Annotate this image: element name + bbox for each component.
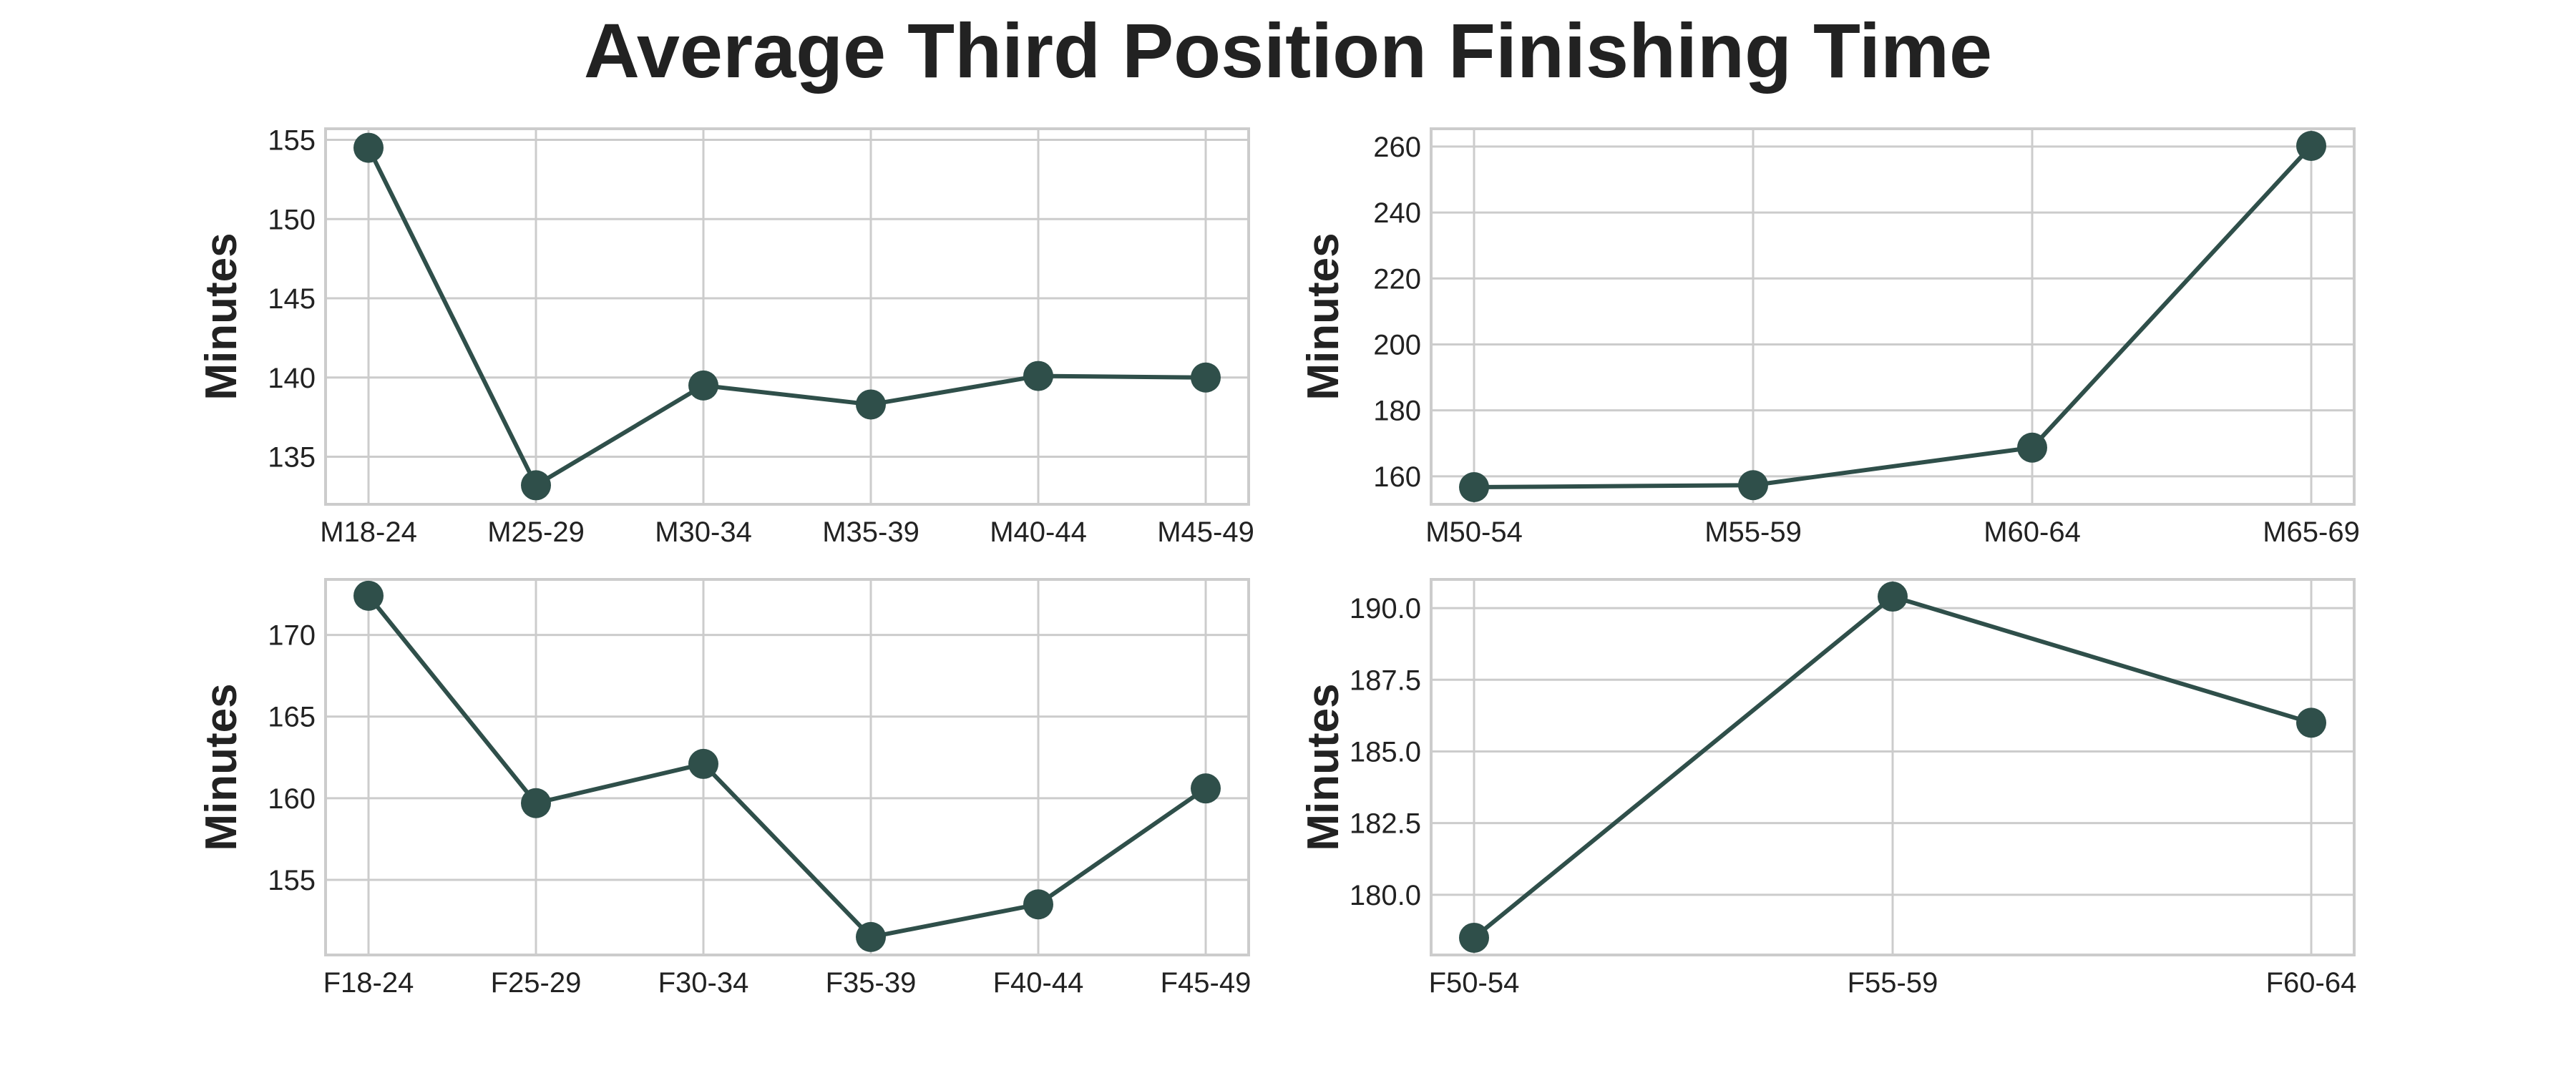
data-point [353,132,384,163]
x-tick-label: M55-59 [1704,516,1802,548]
y-tick-label: 240 [1373,197,1421,229]
data-point [1459,472,1489,503]
data-point [2296,130,2326,161]
y-tick-label: 190.0 [1350,593,1421,624]
x-tick-label: M45-49 [1157,516,1254,548]
x-tick-label: F60-64 [2266,967,2357,999]
y-axis-label: Minutes [197,232,246,400]
y-tick-label: 135 [268,442,316,474]
subplot-4: 180.0 182.5 185.0 187.5 190.0 F50-54 F55-59 F60… [1299,578,2357,999]
data-point [1738,470,1768,501]
x-tick-label: F35-39 [826,967,917,999]
y-tick-label: 187.5 [1350,665,1421,696]
subplot-3: 155 160 165 170 F18-24 F25-29 F30-34 F35-39 F40-… [197,578,1252,999]
x-tick-label: F45-49 [1161,967,1252,999]
y-tick-label: 180.0 [1350,880,1421,911]
x-tick-label: F25-29 [491,967,582,999]
series-line [366,147,1206,488]
plot-frame [1430,578,2356,956]
x-tick-label: M18-24 [320,516,417,548]
data-point [1878,582,1908,612]
x-tick-label: M25-29 [487,516,585,548]
y-tick-label: 145 [268,283,316,315]
series-line [366,594,1207,939]
y-axis-label: Minutes [197,683,246,851]
y-tick-label: 155 [268,125,316,157]
y-tick-label: 150 [268,204,316,235]
y-tick-label: 180 [1373,396,1421,427]
x-tick-label: F30-34 [658,967,749,999]
data-point [1459,922,1489,953]
x-tick-label: F18-24 [323,967,414,999]
data-point [856,389,886,420]
data-point [353,580,384,611]
y-tick-label: 165 [268,702,316,733]
plot-frame [324,578,1250,956]
y-tick-label: 155 [268,865,316,896]
x-tick-label: F55-59 [1848,967,1938,999]
data-point [2296,707,2326,738]
y-axis-label: Minutes [1299,232,1348,400]
data-point [688,370,718,401]
x-tick-label: F40-44 [993,967,1084,999]
plot-frame [1430,127,2356,506]
data-point [688,748,718,779]
x-tick-label: M60-64 [1984,516,2081,548]
plot-frame [324,127,1250,506]
x-tick-label: M40-44 [990,516,1087,548]
y-tick-label: 182.5 [1350,808,1421,840]
data-point [1191,362,1221,393]
y-tick-label: 260 [1373,132,1421,163]
data-point [1191,773,1221,804]
y-tick-label: 170 [268,620,316,652]
data-point [1023,361,1053,391]
data-point [856,921,886,952]
series-line [1473,144,2313,490]
y-axis-label: Minutes [1299,683,1348,851]
data-point [521,470,551,501]
data-point [521,788,551,818]
y-tick-label: 160 [268,783,316,815]
y-tick-label: 185.0 [1350,736,1421,768]
x-tick-label: M35-39 [822,516,919,548]
y-tick-label: 220 [1373,263,1421,295]
subplot-2: 160 180 200 220 240 260 M50-54 M55-59 M60-64 M65-… [1299,127,2360,548]
y-tick-label: 140 [268,363,316,394]
x-tick-label: M30-34 [655,516,752,548]
x-tick-label: M50-54 [1425,516,1523,548]
x-tick-label: F50-54 [1429,967,1520,999]
data-point [1023,889,1053,920]
x-tick-label: M65-69 [2263,516,2360,548]
data-point [2017,432,2047,463]
y-tick-label: 160 [1373,461,1421,493]
subplot-1: 135 140 145 150 155 M18-24 M25-29 M30-34 M35-39 M… [197,125,1254,548]
y-tick-label: 200 [1373,329,1421,361]
page-title: Average Third Position Finishing Time [583,7,1993,94]
